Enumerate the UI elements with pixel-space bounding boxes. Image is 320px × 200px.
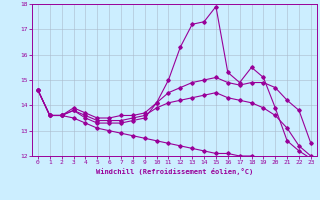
X-axis label: Windchill (Refroidissement éolien,°C): Windchill (Refroidissement éolien,°C) <box>96 168 253 175</box>
